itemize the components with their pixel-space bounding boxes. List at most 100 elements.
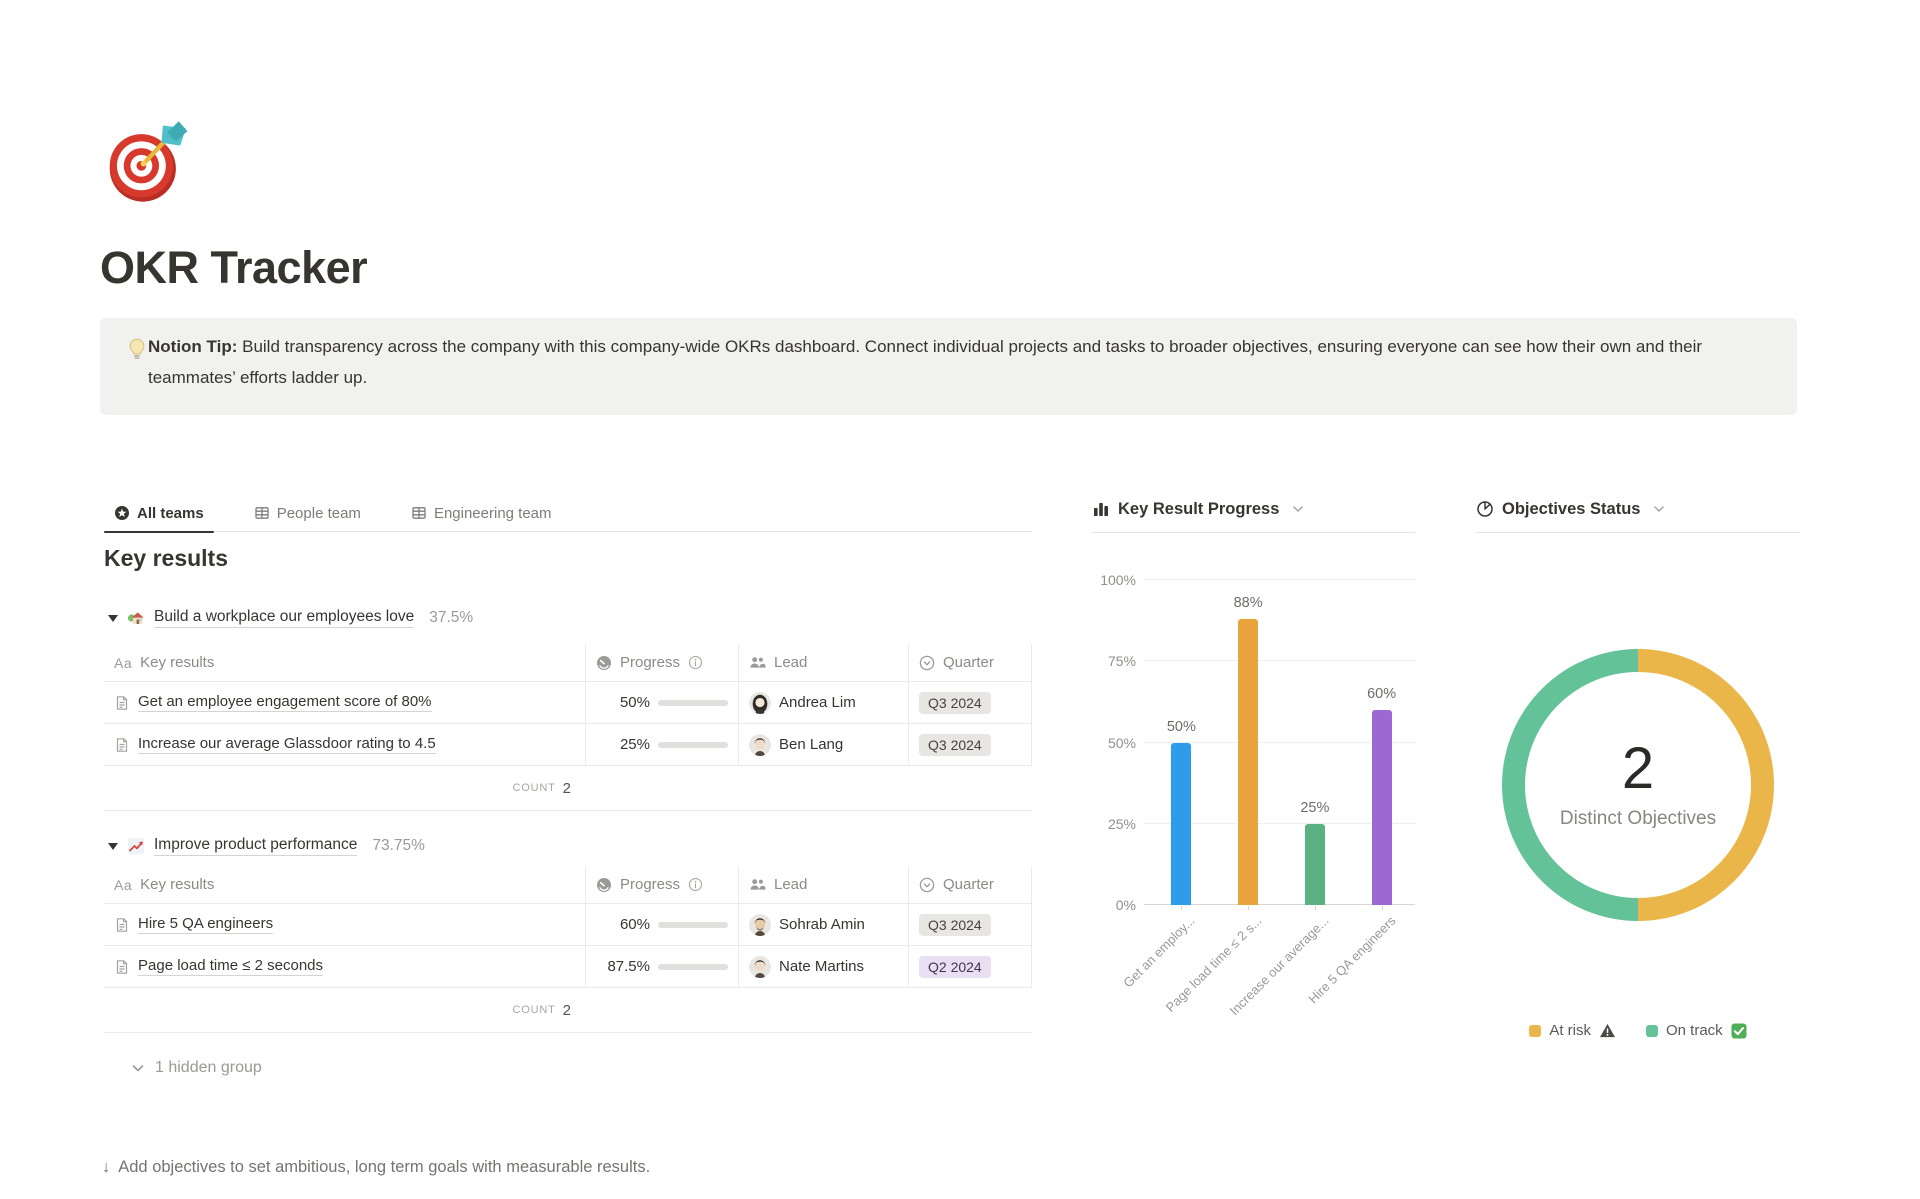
progress-bar	[658, 921, 728, 928]
key-result-link[interactable]: Get an employee engagement score of 80%	[138, 693, 432, 712]
avatar	[749, 733, 771, 756]
progress-bar	[658, 699, 728, 706]
select-property-icon	[919, 655, 935, 671]
bar-slot: 25%	[1282, 580, 1349, 910]
column-header-quarter[interactable]: Quarter	[943, 876, 994, 893]
count-label: COUNT	[512, 782, 556, 794]
bar-value-label: 88%	[1233, 595, 1263, 611]
table-row[interactable]: Page load time ≤ 2 seconds 87.5% Nate Ma…	[104, 946, 1032, 988]
column-header-progress[interactable]: Progress	[620, 876, 681, 893]
lead-name[interactable]: Nate Martins	[779, 958, 865, 975]
info-icon[interactable]	[688, 655, 703, 670]
on-track-swatch	[1645, 1024, 1658, 1037]
x-axis-category-label: Page load time ≤ 2 s...	[1162, 913, 1265, 1016]
column-header-lead[interactable]: Lead	[774, 876, 808, 893]
key-result-link[interactable]: Increase our average Glassdoor rating to…	[138, 735, 436, 754]
column-header-name[interactable]: Key results	[140, 654, 215, 671]
text-property-icon: Aa	[114, 654, 133, 671]
hidden-group-label: 1 hidden group	[155, 1059, 262, 1076]
progress-bar	[658, 963, 728, 970]
status-legend: At risk On track	[1476, 1022, 1800, 1039]
table-row[interactable]: Hire 5 QA engineers 60% Sohrab Amin Q3 2…	[104, 904, 1032, 946]
key-result-link[interactable]: Page load time ≤ 2 seconds	[138, 957, 324, 976]
legend-item-on-track: On track	[1645, 1022, 1747, 1039]
tab-label: Engineering team	[433, 504, 552, 522]
table-row[interactable]: Increase our average Glassdoor rating to…	[104, 724, 1032, 766]
bar-chart-header[interactable]: Key Result Progress	[1092, 494, 1415, 524]
progress-bar	[658, 741, 728, 748]
warning-icon	[1599, 1023, 1616, 1038]
chevron-down-icon	[130, 1060, 146, 1076]
hidden-group-toggle[interactable]: 1 hidden group	[130, 1059, 262, 1077]
count-row: COUNT 2	[104, 988, 1032, 1033]
gridline	[1144, 579, 1415, 580]
collapse-triangle-icon[interactable]	[108, 614, 118, 622]
bar-value-label: 60%	[1367, 686, 1397, 702]
page-icon-target-emoji[interactable]	[104, 114, 196, 206]
quarter-tag[interactable]: Q3 2024	[919, 733, 991, 756]
y-axis-tick-label: 25%	[1107, 815, 1136, 832]
column-header-lead[interactable]: Lead	[774, 654, 808, 671]
house-with-garden-icon	[127, 609, 145, 627]
select-property-icon	[919, 877, 935, 893]
avatar	[749, 913, 771, 936]
chevron-down-icon[interactable]	[1652, 502, 1666, 516]
y-axis-tick-label: 75%	[1107, 653, 1136, 670]
tab-engineering-team[interactable]: Engineering team	[401, 494, 562, 532]
group-title[interactable]: Improve product performance	[154, 836, 358, 856]
column-header-name[interactable]: Key results	[140, 876, 215, 893]
x-axis-category-label: Get an employ...	[1120, 913, 1198, 991]
group-percent: 37.5%	[429, 609, 474, 626]
lead-name[interactable]: Sohrab Amin	[779, 916, 865, 933]
donut-chart-header[interactable]: Objectives Status	[1476, 494, 1800, 524]
group-header-product[interactable]: Improve product performance 73.75%	[108, 834, 425, 858]
y-axis-tick-label: 50%	[1107, 734, 1136, 751]
key-results-table-1: Aa Key results Progress	[104, 644, 1032, 811]
legend-item-at-risk: At risk	[1529, 1022, 1616, 1039]
tab-all-teams[interactable]: All teams	[104, 494, 214, 533]
table-row[interactable]: Get an employee engagement score of 80% …	[104, 682, 1032, 724]
page-icon	[114, 695, 130, 711]
column-header-quarter[interactable]: Quarter	[943, 654, 994, 671]
chevron-down-icon[interactable]	[1291, 502, 1305, 516]
bar-4	[1371, 710, 1392, 905]
page-icon	[114, 737, 130, 753]
notion-tip-callout: Notion Tip: Build transparency across th…	[100, 318, 1797, 415]
key-result-progress-section: Key Result Progress 0% 25% 50% 75% 100% 50% 8…	[1092, 494, 1415, 1018]
person-property-icon	[749, 655, 766, 670]
x-axis-tick	[1248, 906, 1250, 910]
quarter-tag[interactable]: Q3 2024	[919, 691, 991, 714]
bar-value-label: 25%	[1300, 799, 1330, 816]
at-risk-swatch	[1529, 1024, 1542, 1037]
group-title[interactable]: Build a workplace our employees love	[154, 608, 415, 628]
x-axis-tick	[1381, 906, 1383, 910]
info-icon[interactable]	[688, 877, 703, 892]
collapse-triangle-icon[interactable]	[108, 842, 118, 850]
lead-name[interactable]: Andrea Lim	[779, 694, 856, 711]
distinct-objectives-label: Distinct Objectives	[1559, 808, 1717, 829]
notion-tip-body: Build transparency across the company wi…	[148, 337, 1703, 387]
gridline	[1144, 660, 1415, 662]
view-tabs: All teams People team Engineering team	[104, 494, 1032, 533]
page-icon	[114, 959, 130, 975]
quarter-tag[interactable]: Q2 2024	[919, 955, 991, 978]
tab-label: All teams	[137, 504, 204, 522]
gridline	[1144, 741, 1415, 743]
pie-chart-icon	[1476, 500, 1494, 518]
y-axis-tick-label: 100%	[1100, 572, 1136, 588]
x-axis-category-label: Hire 5 QA engineers	[1304, 913, 1399, 1007]
count-value: 2	[562, 1001, 571, 1019]
notion-tip-text: Notion Tip: Build transparency across th…	[148, 331, 1766, 393]
quarter-tag[interactable]: Q3 2024	[919, 913, 991, 936]
text-property-icon: Aa	[114, 876, 133, 893]
column-header-progress[interactable]: Progress	[620, 654, 681, 671]
tab-people-team[interactable]: People team	[244, 494, 371, 532]
key-result-link[interactable]: Hire 5 QA engineers	[138, 915, 274, 934]
avatar	[749, 691, 771, 714]
lead-name[interactable]: Ben Lang	[779, 736, 844, 753]
bar-slot: 60%	[1348, 580, 1415, 910]
group-header-workplace[interactable]: Build a workplace our employees love 37.…	[108, 606, 473, 630]
light-bulb-icon	[124, 336, 150, 362]
progress-value: 60%	[619, 916, 650, 933]
chart-increasing-icon	[127, 837, 145, 855]
